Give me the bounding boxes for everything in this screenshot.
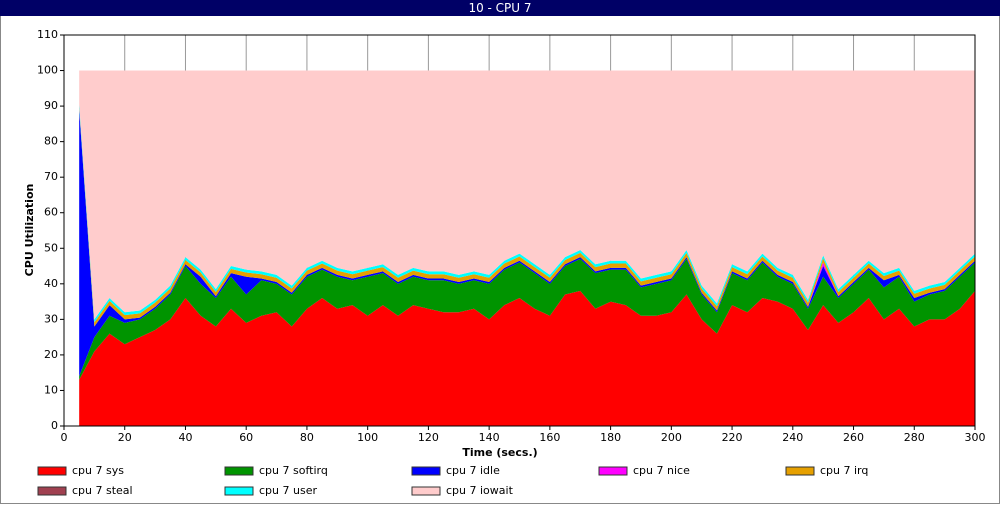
x-tick-label: 200: [661, 431, 682, 444]
legend-label: cpu 7 idle: [446, 464, 500, 477]
x-tick-label: 20: [118, 431, 132, 444]
plot-border: [63, 34, 976, 427]
legend-label: cpu 7 steal: [72, 484, 133, 497]
x-tick-label: 280: [904, 431, 925, 444]
y-tick-label: 100: [37, 64, 58, 77]
x-tick-label: 0: [61, 431, 68, 444]
x-tick-label: 40: [178, 431, 192, 444]
area: [79, 290, 975, 426]
area: [79, 258, 975, 380]
x-axis-label: Time (secs.): [462, 446, 537, 459]
y-tick-label: 0: [51, 419, 58, 432]
y-tick-label: 70: [44, 170, 58, 183]
x-tick-label: 260: [843, 431, 864, 444]
x-tick-label: 220: [722, 431, 743, 444]
legend-label: cpu 7 iowait: [446, 484, 514, 497]
legend-swatch: [37, 466, 67, 476]
legend-label: cpu 7 sys: [72, 464, 124, 477]
y-tick-label: 80: [44, 135, 58, 148]
legend-swatch: [224, 486, 254, 496]
y-tick-label: 60: [44, 206, 58, 219]
x-tick-label: 160: [539, 431, 560, 444]
y-tick-label: 40: [44, 277, 58, 290]
x-tick-label: 120: [418, 431, 439, 444]
y-tick-label: 30: [44, 312, 58, 325]
title-bar: [0, 0, 1000, 16]
legend-swatch: [411, 486, 441, 496]
legend-label: cpu 7 softirq: [259, 464, 328, 477]
area: [79, 70, 975, 320]
y-tick-label: 110: [37, 28, 58, 41]
y-tick-label: 50: [44, 241, 58, 254]
legend-swatch: [785, 466, 815, 476]
x-tick-label: 80: [300, 431, 314, 444]
legend-label: cpu 7 user: [259, 484, 317, 497]
chart-title: 10 - CPU 7: [468, 1, 531, 15]
y-tick-label: 20: [44, 348, 58, 361]
legend-swatch: [411, 466, 441, 476]
x-tick-label: 300: [965, 431, 986, 444]
x-tick-label: 140: [479, 431, 500, 444]
area: [79, 107, 975, 327]
x-tick-label: 100: [357, 431, 378, 444]
legend-swatch: [37, 486, 67, 496]
y-tick-label: 10: [44, 383, 58, 396]
legend-swatch: [598, 466, 628, 476]
area: [79, 104, 975, 323]
x-tick-label: 180: [600, 431, 621, 444]
y-axis-label: CPU Utilization: [23, 184, 36, 277]
x-tick-label: 240: [782, 431, 803, 444]
legend-swatch: [224, 466, 254, 476]
legend-label: cpu 7 nice: [633, 464, 690, 477]
legend-label: cpu 7 irq: [820, 464, 868, 477]
x-tick-label: 60: [239, 431, 253, 444]
y-tick-label: 90: [44, 99, 58, 112]
